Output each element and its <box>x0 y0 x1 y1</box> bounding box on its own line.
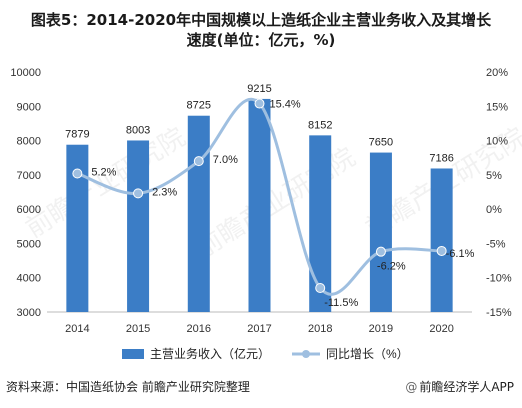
x-axis-tick-label: 2016 <box>187 323 211 335</box>
x-axis-tick-label: 2020 <box>429 323 453 335</box>
left-axis-tick-label: 9000 <box>17 101 41 113</box>
chart-title-line1: 图表5：2014-2020年中国规模以上造纸企业主营业务收入及其增长 <box>30 11 492 29</box>
brand-name: 前瞻经济学人APP <box>419 380 514 394</box>
bar-revenue <box>66 144 89 312</box>
right-axis-tick-label: -10% <box>486 273 512 285</box>
legend-marker-growth <box>302 350 310 358</box>
growth-point <box>193 156 204 167</box>
growth-point <box>72 168 83 179</box>
bar-value-label: 8152 <box>308 119 332 131</box>
growth-point <box>254 98 265 109</box>
x-axis-tick-label: 2015 <box>126 323 150 335</box>
bar-value-label: 7650 <box>369 137 393 149</box>
right-axis-tick-label: 0% <box>486 204 502 216</box>
left-axis-tick-label: 8000 <box>17 136 41 148</box>
right-axis-tick-label: 15% <box>486 101 508 113</box>
bar-revenue <box>430 168 453 312</box>
growth-value-label: -6.2% <box>377 261 406 273</box>
bar-revenue <box>248 98 271 313</box>
right-axis-tick-label: 10% <box>486 136 508 148</box>
bar-value-label: 7186 <box>429 152 453 164</box>
watermark-text: 前瞻产业研究院 <box>20 121 190 243</box>
right-axis-tick-label: 5% <box>486 170 502 182</box>
x-axis-tick-label: 2017 <box>247 323 271 335</box>
bar-revenue <box>369 152 392 312</box>
growth-point <box>133 188 144 199</box>
left-axis-tick-label: 7000 <box>17 170 41 182</box>
growth-point <box>436 245 447 256</box>
bar-value-label: 7879 <box>65 129 89 141</box>
left-axis-tick-label: 4000 <box>17 273 41 285</box>
chart-title-line2: 速度(单位：亿元，%) <box>186 31 336 49</box>
left-axis-tick-label: 5000 <box>17 238 41 250</box>
left-axis-tick-label: 6000 <box>17 204 41 216</box>
legend-label-revenue: 主营业务收入（亿元） <box>150 346 270 361</box>
right-axis-tick-label: -5% <box>486 238 506 250</box>
left-axis-tick-label: 3000 <box>17 307 41 319</box>
growth-value-label: 7.0% <box>213 154 238 166</box>
brand-credit: @ 前瞻经济学人APP <box>405 378 514 395</box>
legend-label-growth: 同比增长（%） <box>326 347 409 361</box>
growth-value-label: 5.2% <box>91 166 116 178</box>
bar-revenue <box>309 135 332 312</box>
footer: 资料来源：中国造纸协会 前瞻产业研究院整理 @ 前瞻经济学人APP <box>0 378 522 408</box>
left-axis-tick-label: 10000 <box>10 67 41 79</box>
growth-value-label: -11.5% <box>324 297 358 309</box>
bar-revenue <box>187 115 210 312</box>
right-axis-tick-label: 20% <box>486 67 508 79</box>
growth-point <box>315 283 326 293</box>
growth-value-label: 15.4% <box>270 99 301 111</box>
combo-chart: 前瞻产业研究院前瞻产业研究院前瞻产业研究院3000400050006000700… <box>10 67 522 361</box>
legend-swatch-revenue <box>122 349 144 359</box>
x-axis-tick-label: 2014 <box>65 323 89 335</box>
x-axis-tick-label: 2018 <box>308 323 332 335</box>
growth-point <box>375 246 386 257</box>
growth-value-label: 2.3% <box>152 186 177 198</box>
at-icon: @ <box>405 380 418 394</box>
growth-value-label: -6.1% <box>446 248 475 260</box>
bar-value-label: 8725 <box>187 100 211 112</box>
source-note: 资料来源：中国造纸协会 前瞻产业研究院整理 <box>6 380 250 394</box>
bar-value-label: 8003 <box>126 124 150 136</box>
right-axis-tick-label: -15% <box>486 307 512 319</box>
x-axis-tick-label: 2019 <box>369 323 393 335</box>
bar-revenue <box>127 140 150 312</box>
bar-value-label: 9215 <box>247 83 271 95</box>
